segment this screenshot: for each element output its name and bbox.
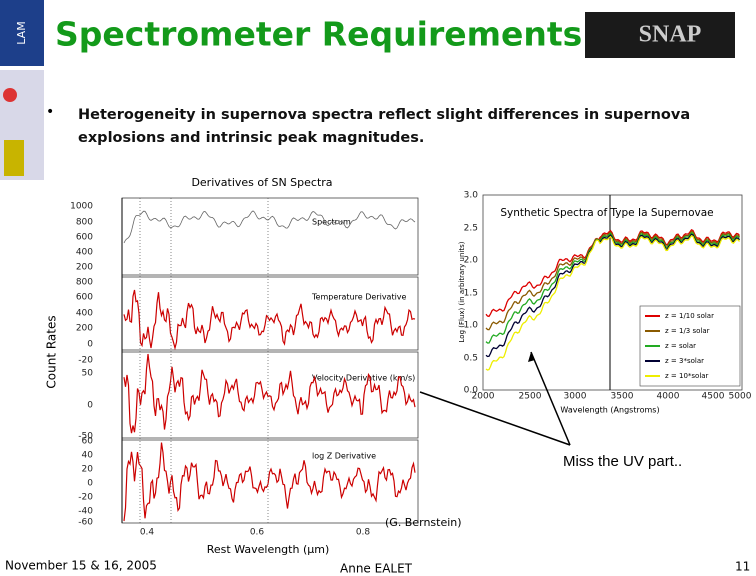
y-tick-label: 200: [76, 324, 93, 334]
spectrum-curve: [123, 353, 416, 434]
y-tick-label: 800: [76, 278, 93, 288]
y-tick-label: 20: [82, 465, 94, 475]
y-tick-label: 0: [87, 401, 93, 411]
figure-title: Derivatives of SN Spectra: [191, 176, 332, 189]
y-tick-label: 3.0: [464, 191, 479, 201]
spectrum-curve: [485, 234, 740, 371]
y-tick-label: 1000: [70, 202, 93, 212]
x-tick-label: 4000: [657, 392, 680, 402]
panel-frame: [121, 351, 419, 439]
y-tick-label: 0: [87, 340, 93, 350]
page-number: 11: [735, 560, 750, 574]
spectrum-curve: [123, 289, 416, 351]
slide-title: Spectrometer Requirements: [55, 15, 582, 54]
y-tick-label: -50: [78, 432, 93, 442]
y-tick-label: 2.5: [464, 224, 478, 234]
y-tick-label: 1.0: [464, 321, 479, 331]
y-tick-label: 400: [76, 248, 93, 258]
y-tick-label: 1.5: [464, 289, 478, 299]
y-tick-label: 0.0: [464, 386, 479, 396]
spectrum-curve: [123, 442, 416, 522]
spectrum-curve: [123, 210, 416, 244]
panel-label: Velocity Derivative (km/s): [312, 374, 415, 383]
x-axis-label: Rest Wavelength (μm): [207, 543, 330, 556]
y-tick-label: -20: [78, 493, 93, 503]
plot-frame: [482, 194, 743, 391]
x-tick-label: 0.8: [356, 528, 371, 538]
legend-label: z = 1/3 solar: [665, 327, 710, 335]
legend-label: z = 1/10 solar: [665, 312, 714, 320]
logo-icon: [4, 140, 24, 176]
x-tick-label: 2500: [519, 392, 542, 402]
arrow: [419, 391, 571, 446]
side-logo: LAM: [15, 21, 28, 44]
y-tick-label: -20: [78, 356, 93, 366]
side-logo-box: [0, 0, 44, 66]
y-tick-label: -40: [78, 507, 93, 517]
panel-label: log Z Derivative: [312, 452, 376, 461]
footer-date: November 15 & 16, 2005: [5, 559, 157, 573]
figure-title: Synthetic Spectra of Type Ia Supernovae: [500, 207, 713, 219]
legend-label: z = 3*solar: [665, 357, 704, 365]
bullet-text: Heterogeneity in supernova spectra refle…: [78, 107, 691, 146]
x-tick-label: 3000: [564, 392, 587, 402]
x-tick-label: 3500: [611, 392, 634, 402]
legend-label: z = solar: [665, 342, 696, 350]
credit: (G. Bernstein): [385, 516, 462, 529]
arrowhead: [528, 352, 535, 362]
y-tick-label: 0: [87, 479, 93, 489]
x-tick-label: 0.6: [250, 528, 265, 538]
y-axis-label: Count Rates: [45, 315, 59, 388]
logo-box: [585, 12, 735, 58]
y-tick-label: 2.0: [464, 256, 479, 266]
y-tick-label: -60: [78, 518, 93, 528]
y-tick-label: 60: [82, 437, 94, 447]
x-tick-label: 5000: [729, 392, 752, 402]
y-tick-label: 600: [76, 293, 93, 303]
panel-frame: [121, 197, 419, 276]
annotation: Miss the UV part..: [563, 453, 682, 470]
legend-label: z = 10*solar: [665, 372, 709, 380]
y-tick-label: 600: [76, 233, 93, 243]
arrow: [530, 351, 571, 446]
y-tick-label: 200: [76, 263, 93, 273]
y-tick-label: 50: [82, 369, 94, 379]
logo: SNAP: [639, 22, 702, 48]
footer-author: Anne EALET: [340, 562, 413, 576]
y-tick-label: 400: [76, 309, 93, 319]
y-tick-label: 800: [76, 218, 93, 228]
x-tick-label: 2000: [472, 392, 495, 402]
y-tick-label: 40: [82, 451, 94, 461]
left-figure: Derivatives of SN Spectra Count Rates Rest…: [45, 176, 419, 556]
right-figure: Synthetic Spectra of Type Ia Supernovae L…: [458, 191, 752, 415]
bullet-marker: •: [46, 104, 55, 120]
logo-icon: [3, 88, 17, 102]
y-tick-label: 0.5: [464, 354, 478, 364]
x-tick-label: 4500: [702, 392, 725, 402]
x-axis-label: Wavelength (Angstroms): [560, 406, 659, 415]
panel-label: Temperature Derivative: [311, 293, 407, 302]
y-axis-label: Log (Flux) (in arbitrary units): [458, 241, 466, 342]
x-tick-label: 0.4: [140, 528, 155, 538]
